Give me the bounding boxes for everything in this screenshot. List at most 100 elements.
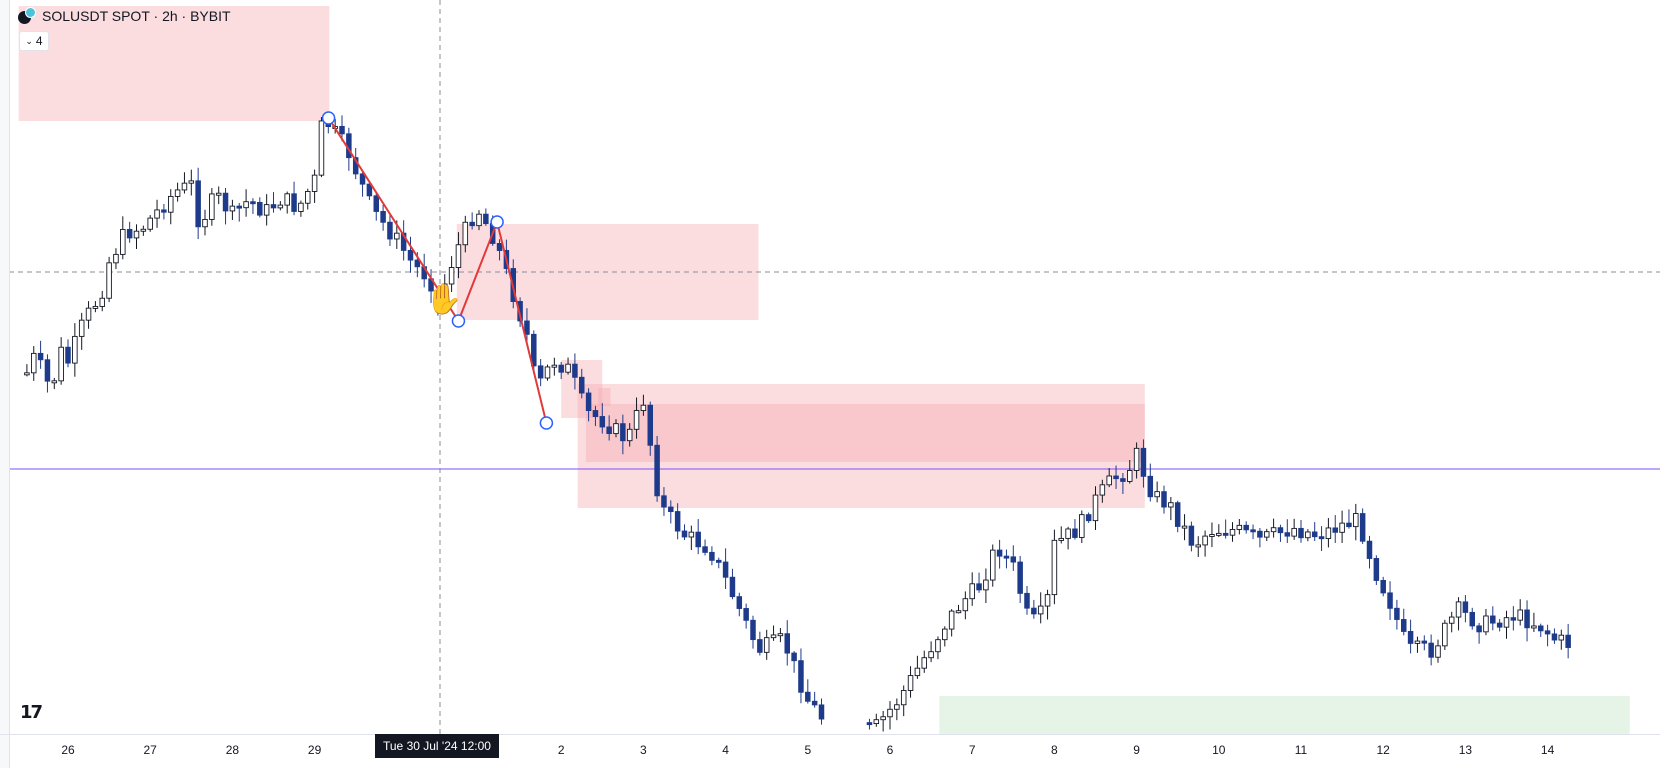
candle-body bbox=[887, 708, 893, 718]
candle-body bbox=[380, 211, 386, 223]
candle-body bbox=[654, 444, 660, 497]
candle-body bbox=[1435, 645, 1441, 658]
candle-body bbox=[37, 352, 44, 361]
candle-body bbox=[1318, 536, 1325, 540]
candle-body bbox=[1031, 607, 1037, 615]
x-tick-label: 28 bbox=[225, 743, 240, 757]
candle-body bbox=[873, 719, 880, 725]
candle-body bbox=[435, 290, 441, 303]
candle-body bbox=[1257, 530, 1263, 538]
candle-body bbox=[236, 205, 242, 209]
candle-body bbox=[668, 506, 674, 513]
price-chart[interactable] bbox=[0, 0, 1660, 734]
candle-body bbox=[640, 404, 647, 411]
candle-body bbox=[1133, 447, 1140, 471]
candle-body bbox=[531, 333, 537, 367]
candle-body bbox=[359, 173, 366, 185]
candle-body bbox=[1537, 625, 1544, 632]
candle-body bbox=[729, 576, 736, 598]
candle-body bbox=[1195, 544, 1201, 548]
candle-body bbox=[1113, 475, 1119, 480]
candle-body bbox=[1455, 601, 1462, 618]
candle-body bbox=[311, 174, 318, 192]
x-tick-label: 13 bbox=[1458, 743, 1473, 757]
candle-body bbox=[592, 410, 599, 417]
candle-body bbox=[1394, 607, 1400, 620]
candle-body bbox=[1222, 532, 1229, 536]
left-toolbar-edge bbox=[0, 0, 10, 768]
candle-body bbox=[277, 204, 284, 209]
supply-zone-5 bbox=[598, 388, 611, 406]
candle-body bbox=[209, 193, 215, 220]
candle-body bbox=[722, 561, 729, 578]
candle-body bbox=[1380, 580, 1386, 594]
candle-body bbox=[1277, 527, 1284, 534]
indicators-toggle-button[interactable]: ⌄ 4 bbox=[19, 31, 49, 51]
candle-body bbox=[763, 637, 770, 653]
candle-body bbox=[1531, 625, 1537, 629]
tradingview-logo[interactable]: 17 bbox=[20, 702, 43, 723]
candle-body bbox=[58, 346, 64, 382]
candle-body bbox=[469, 221, 475, 227]
x-tick-label: 5 bbox=[804, 743, 812, 757]
candle-body bbox=[1099, 484, 1106, 496]
candle-body bbox=[78, 319, 85, 337]
candle-body bbox=[942, 628, 948, 641]
candle-body bbox=[880, 716, 886, 721]
candle-body bbox=[626, 428, 633, 442]
candle-body bbox=[996, 549, 1003, 557]
candle-body bbox=[757, 639, 763, 653]
candle-body bbox=[106, 262, 112, 299]
candle-body bbox=[1359, 513, 1366, 542]
candle-body bbox=[1448, 616, 1455, 624]
candle-body bbox=[1058, 537, 1064, 541]
candle-body bbox=[1161, 491, 1167, 508]
candle-body bbox=[1421, 640, 1428, 644]
candle-body bbox=[243, 201, 249, 209]
candle-body bbox=[674, 511, 681, 532]
candle-body bbox=[1202, 535, 1208, 546]
candle-body bbox=[1079, 514, 1085, 538]
hand-cursor-icon: ✋ bbox=[425, 283, 463, 316]
candle-body bbox=[976, 583, 982, 591]
candle-body bbox=[496, 242, 503, 251]
candle-body bbox=[373, 195, 380, 212]
candle-body bbox=[633, 410, 640, 430]
candle-body bbox=[1400, 619, 1407, 632]
candle-body bbox=[414, 259, 421, 268]
candle-body bbox=[1503, 617, 1510, 628]
x-tick-label: 10 bbox=[1212, 743, 1226, 757]
candle-body bbox=[24, 372, 30, 376]
candle-body bbox=[1366, 540, 1373, 559]
candle-body bbox=[1140, 447, 1147, 477]
candle-body bbox=[1229, 528, 1236, 536]
candle-body bbox=[585, 392, 592, 411]
candle-body bbox=[1346, 522, 1352, 528]
candle-body bbox=[798, 660, 804, 693]
candle-body bbox=[791, 652, 797, 662]
time-axis[interactable]: 26272829Aug234567891011121314 bbox=[0, 734, 1660, 769]
candle-body bbox=[606, 426, 612, 435]
candle-body bbox=[133, 230, 140, 239]
candle-body bbox=[770, 634, 777, 639]
candle-body bbox=[202, 219, 208, 228]
candle-body bbox=[1524, 609, 1530, 629]
candle-body bbox=[1106, 475, 1112, 486]
candle-body bbox=[990, 549, 996, 581]
candle-body bbox=[92, 305, 99, 309]
candle-body bbox=[305, 191, 311, 204]
candle-body bbox=[1353, 513, 1359, 528]
x-tick-label: 12 bbox=[1376, 743, 1390, 757]
zigzag-line bbox=[327, 117, 548, 424]
candle-body bbox=[195, 180, 201, 228]
candle-body bbox=[1243, 524, 1249, 531]
candle-body bbox=[44, 359, 51, 382]
symbol-logo-icon bbox=[18, 7, 36, 25]
candle-body bbox=[983, 579, 989, 591]
symbol-legend[interactable]: SOLUSDT SPOT · 2h · BYBIT bbox=[18, 7, 231, 25]
candle-body bbox=[736, 596, 743, 609]
candle-body bbox=[154, 209, 160, 219]
candle-body bbox=[907, 675, 914, 691]
supply-zone-0 bbox=[18, 6, 330, 121]
